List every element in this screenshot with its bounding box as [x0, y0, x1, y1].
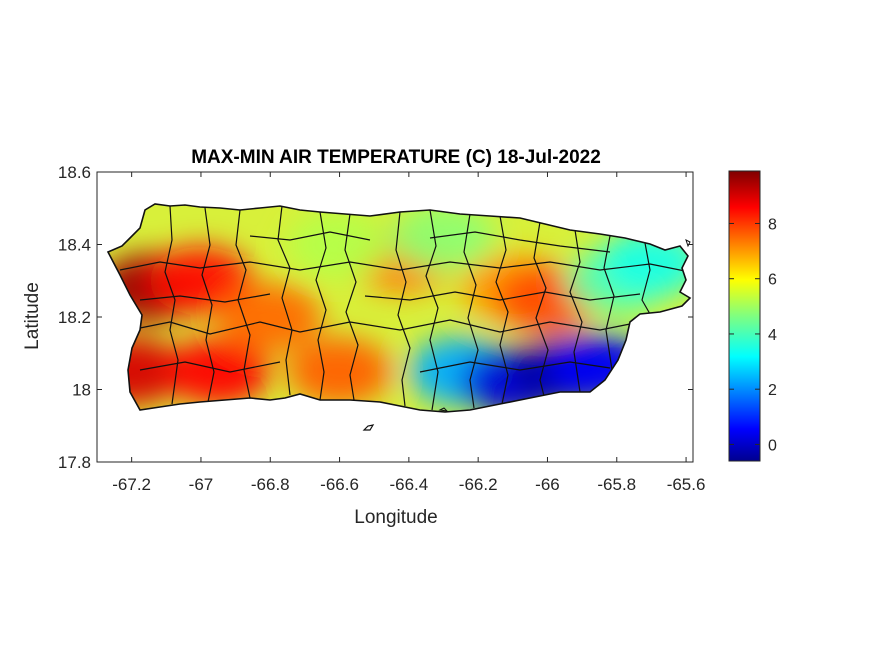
- colorbar-gradient: [728, 170, 761, 462]
- y-axis: 18.6 18.4 18.2 18 17.8: [58, 163, 693, 472]
- heat-sample-1: [108, 337, 184, 406]
- heat-field: [108, 204, 690, 412]
- y-tick-label: 18: [72, 381, 91, 400]
- colorbar: 8 6 4 2 0: [728, 170, 777, 462]
- islet-south: [438, 407, 449, 412]
- chart-title: MAX-MIN AIR TEMPERATURE (C) 18-Jul-2022: [191, 147, 601, 168]
- colorbar-ticks: 8 6 4 2 0: [729, 216, 777, 454]
- x-tick-label: -66.8: [251, 475, 290, 494]
- x-tick-label: -66: [535, 475, 560, 494]
- y-tick-label: 18.4: [58, 236, 91, 255]
- x-tick-label: -67: [189, 475, 214, 494]
- y-tick-label: 18.2: [58, 308, 91, 327]
- colorbar-tick-label: 4: [768, 327, 777, 344]
- heat-sample-5: [287, 337, 392, 406]
- colorbar-tick-label: 2: [768, 382, 777, 399]
- heat-sample-4: [218, 283, 323, 351]
- x-axis-label: Longitude: [354, 507, 437, 528]
- x-axis: -67.2 -67 -66.8 -66.6 -66.4 -66.2 -66 -65.8 -65.…: [112, 172, 705, 494]
- islet-caja-de-muertos: [362, 424, 375, 431]
- heat-sample-3: [166, 337, 271, 406]
- y-axis-label: Latitude: [22, 282, 43, 350]
- colorbar-tick-label: 6: [768, 272, 777, 289]
- x-tick-label: -66.2: [459, 475, 498, 494]
- heat-sample-9: [287, 210, 392, 279]
- municipal-boundaries: [119, 205, 690, 411]
- x-tick-label: -65.6: [667, 475, 706, 494]
- colorbar-tick-label: 0: [768, 437, 777, 454]
- y-tick-label: 18.6: [58, 163, 91, 182]
- x-tick-label: -67.2: [112, 475, 151, 494]
- x-tick-label: -66.6: [320, 475, 359, 494]
- y-tick-label: 17.8: [58, 453, 91, 472]
- x-tick-label: -66.4: [389, 475, 428, 494]
- colorbar-tick-label: 8: [768, 216, 777, 233]
- x-tick-label: -65.8: [597, 475, 636, 494]
